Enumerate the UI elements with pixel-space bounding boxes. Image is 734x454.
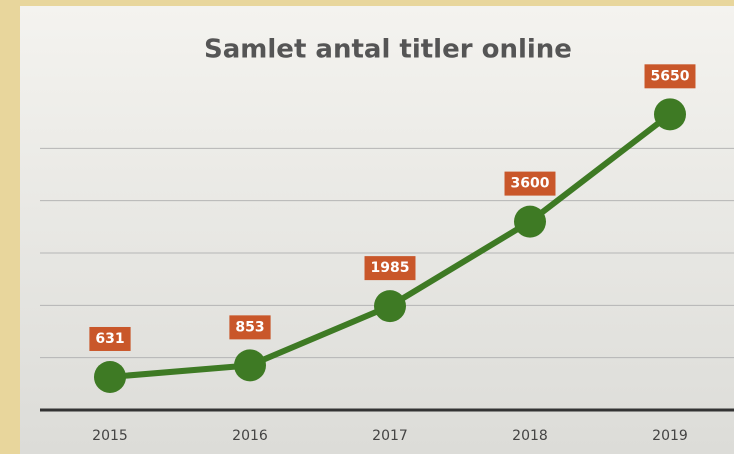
x-tick-label: 2019: [652, 428, 688, 444]
point: [514, 205, 546, 238]
chart-title: Samlet antal titler online: [204, 35, 572, 65]
value-label-box: [504, 171, 556, 196]
x-tick-label: 2016: [232, 428, 268, 444]
value-label: 5650: [651, 68, 690, 84]
x-tick-label: 2015: [92, 428, 128, 444]
value-label: 3600: [511, 176, 550, 192]
value-label: 853: [235, 319, 264, 335]
point: [234, 349, 266, 382]
value-label-box: [644, 64, 696, 89]
value-label-box: [364, 256, 416, 281]
point: [374, 290, 406, 323]
x-tick-label: 2018: [512, 428, 548, 444]
value-label-box: [89, 326, 131, 351]
point: [94, 360, 126, 393]
value-label: 631: [95, 331, 124, 347]
point: [654, 98, 686, 131]
value-label-box: [229, 315, 271, 340]
chart-panel: [20, 6, 734, 454]
x-tick-label: 2017: [372, 428, 408, 444]
value-label: 1985: [371, 260, 410, 276]
